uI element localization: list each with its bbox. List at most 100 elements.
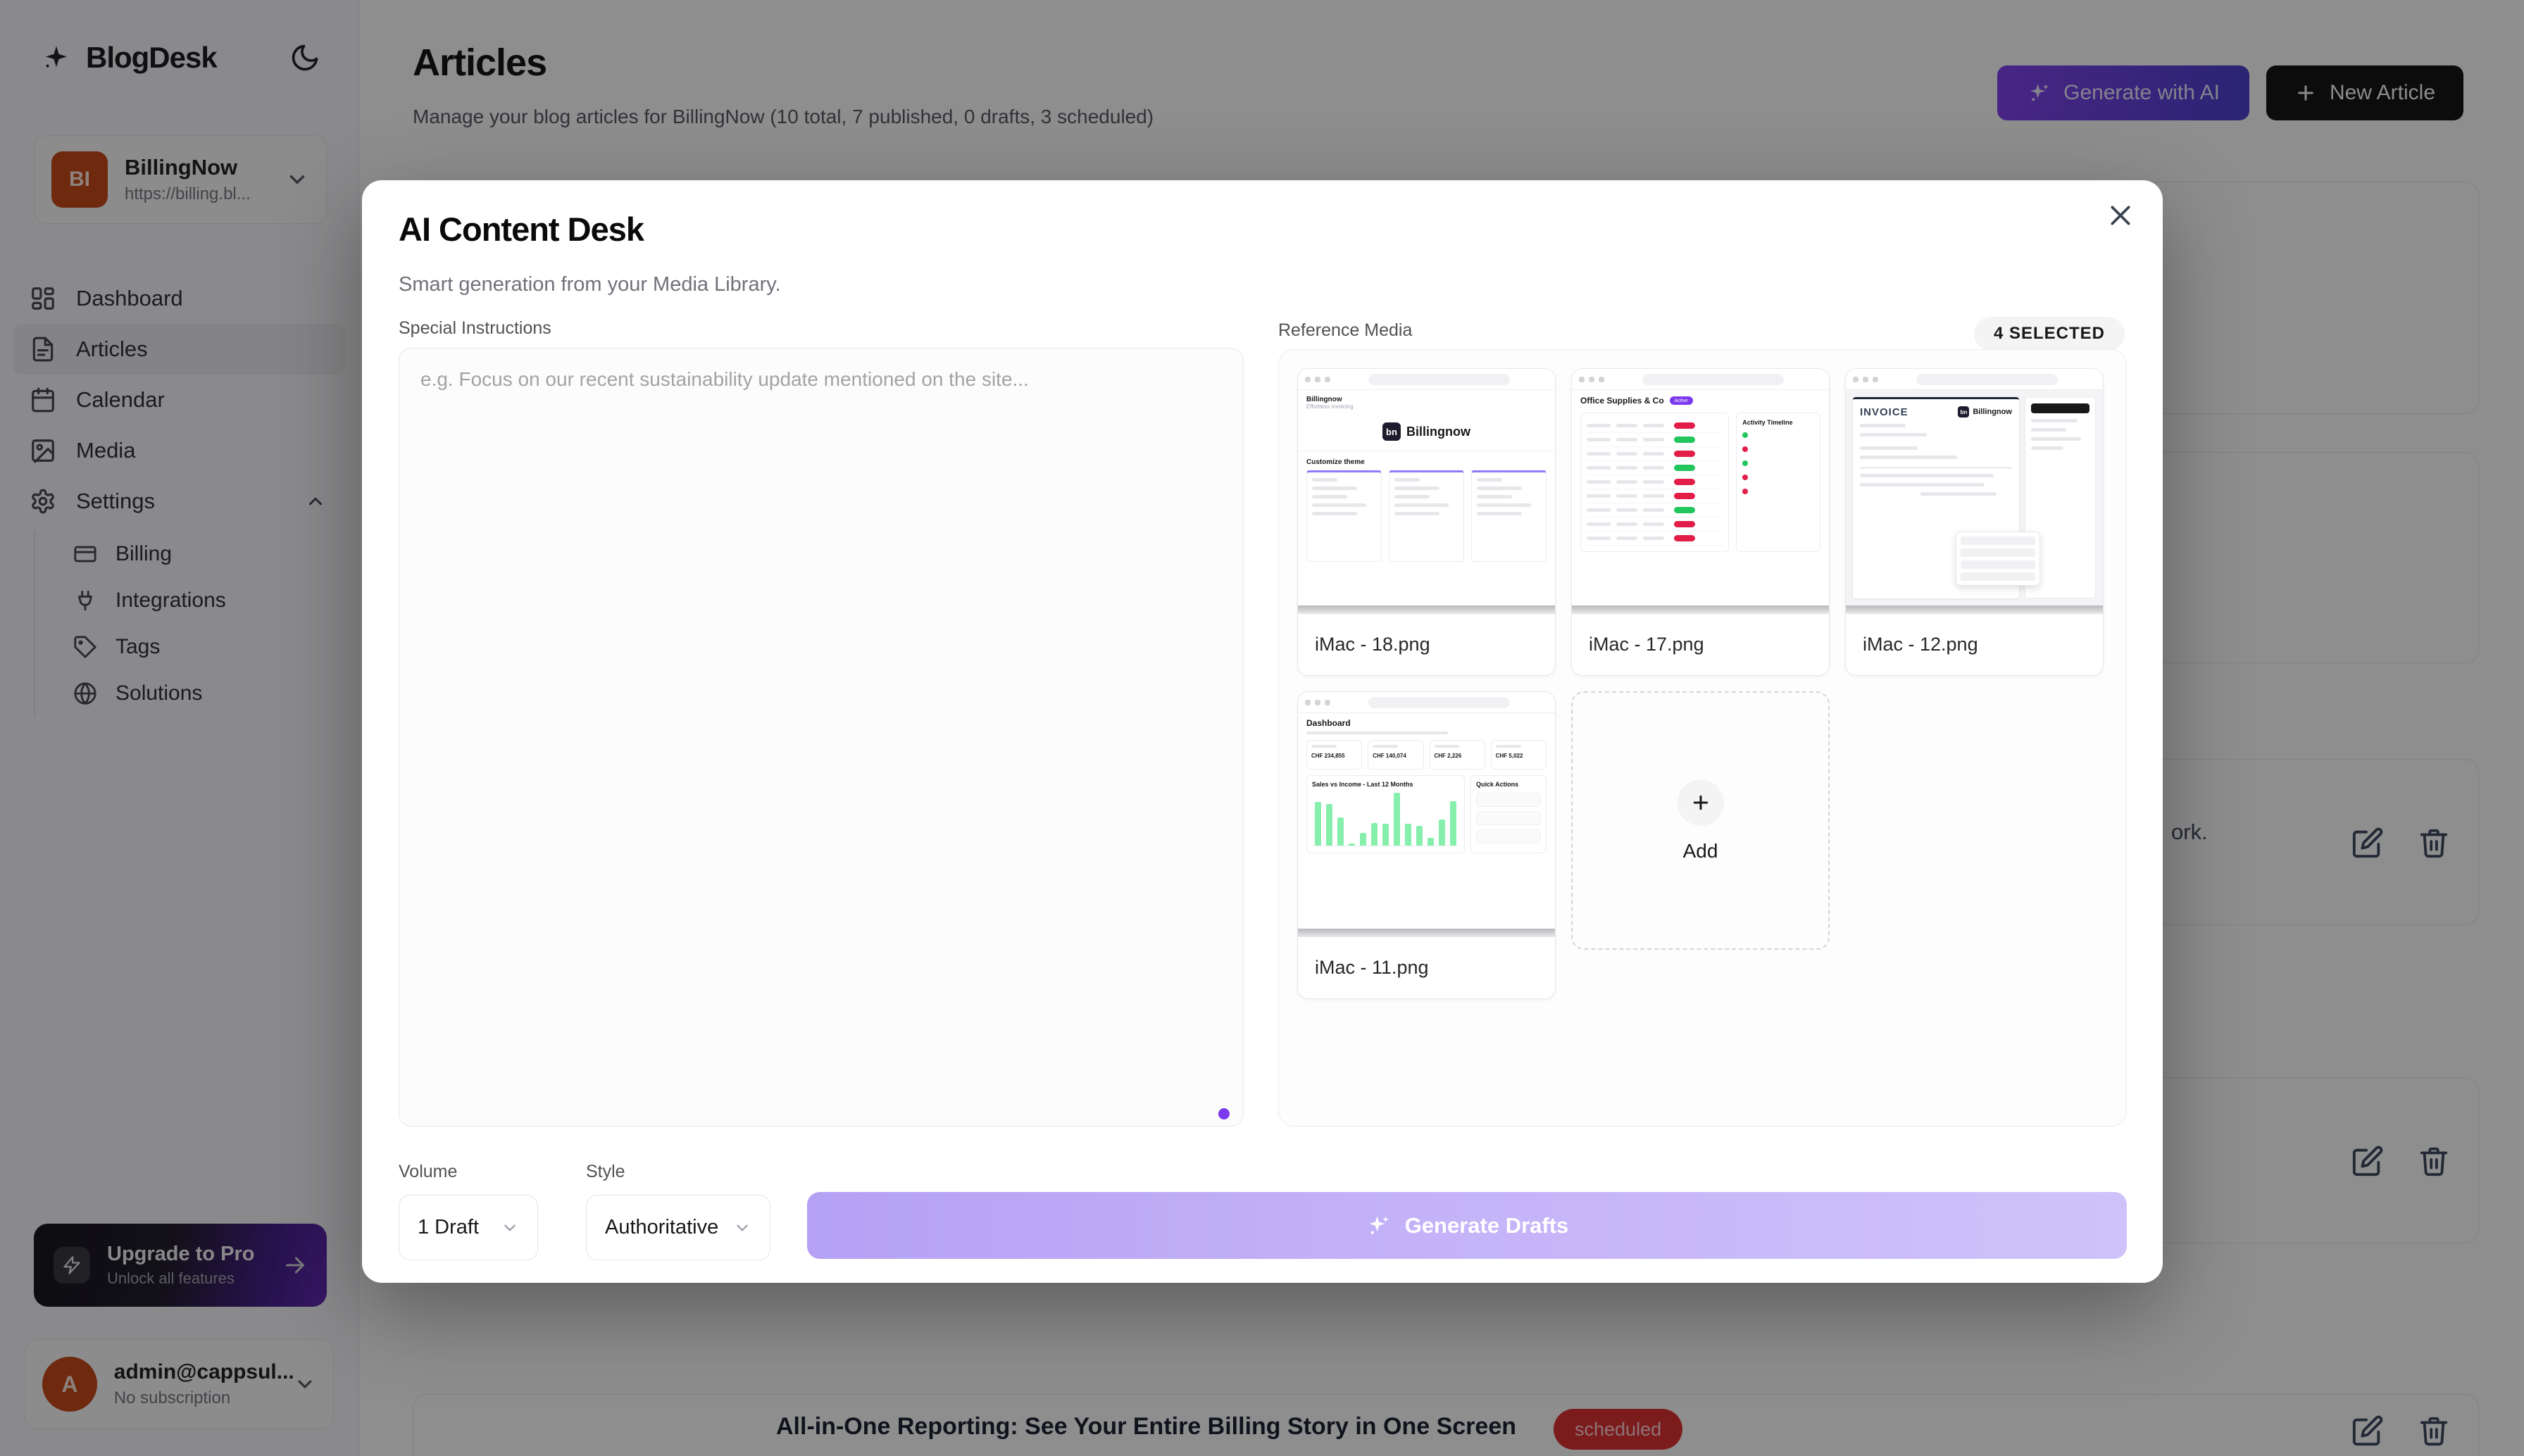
user-avatar: A <box>42 1357 97 1412</box>
generate-drafts-button[interactable]: Generate Drafts <box>807 1192 2127 1259</box>
media-grid: Billingnow Effortless invoicing bn Billin… <box>1297 368 2108 999</box>
media-item-imac-18[interactable]: Billingnow Effortless invoicing bn Billin… <box>1297 368 1556 676</box>
sidebar-item-calendar[interactable]: Calendar <box>13 375 346 425</box>
resize-handle-dot[interactable] <box>1218 1108 1230 1119</box>
article-excerpt-partial: ork. <box>2171 820 2208 844</box>
preview-dashboard-title: Dashboard <box>1306 718 1351 728</box>
header-actions: Generate with AI New Article <box>1997 65 2463 120</box>
reference-media-panel: Billingnow Effortless invoicing bn Billin… <box>1278 349 2127 1126</box>
preview-logo: bn Billingnow <box>1958 406 2012 418</box>
workspace-url: https://billing.bl... <box>125 184 251 203</box>
workspace-switcher[interactable]: BI BillingNow https://billing.bl... <box>34 135 327 224</box>
thumbnail-edge <box>1572 605 1829 614</box>
media-item-imac-17[interactable]: Office Supplies & Co Active Activity Tim… <box>1571 368 1830 676</box>
new-article-button[interactable]: New Article <box>2266 65 2463 120</box>
media-item-imac-11[interactable]: Dashboard CHF 234,855 CHF 140,074 CHF 2,… <box>1297 691 1556 999</box>
preview-invoice-templates <box>1298 470 1555 562</box>
style-label: Style <box>586 1162 625 1181</box>
dashboard-icon <box>32 287 54 310</box>
preview-chart: Sales vs Income - Last 12 Months <box>1306 775 1465 853</box>
preview-status-pill: Active <box>1669 396 1693 405</box>
volume-label: Volume <box>399 1162 458 1181</box>
sidebar-item-label: Articles <box>76 337 148 361</box>
sparkles-icon <box>1369 1216 1389 1234</box>
thumbnail-edge <box>1298 929 1555 937</box>
sparkles-icon <box>2030 84 2049 101</box>
preview-section-title: Customize theme <box>1306 458 1365 466</box>
volume-select[interactable]: 1 Draft <box>399 1195 538 1260</box>
media-item-imac-12[interactable]: INVOICE bn Billingnow <box>1845 368 2104 676</box>
close-icon[interactable] <box>2106 201 2135 230</box>
preview-invoice-paper: INVOICE bn Billingnow <box>1853 397 2040 598</box>
settings-subnav: Billing Integrations Tags Solutions <box>34 531 346 717</box>
sidebar-item-articles[interactable]: Articles <box>13 324 346 375</box>
edit-icon[interactable] <box>2351 1414 2384 1447</box>
globe-icon <box>74 682 96 705</box>
bn-logo-badge: bn <box>1958 406 1970 418</box>
tag-icon <box>74 636 96 658</box>
preview-quick-actions: Quick Actions <box>1470 775 1547 853</box>
calendar-icon <box>32 387 54 413</box>
generate-with-ai-button[interactable]: Generate with AI <box>1997 65 2249 120</box>
style-select[interactable]: Authoritative <box>586 1195 770 1260</box>
user-email: admin@cappsul... <box>113 1360 294 1383</box>
thumbnail-edge <box>1846 605 2103 614</box>
sidebar-item-tags[interactable]: Tags <box>61 624 346 670</box>
preview-invoice-table <box>1580 413 1730 552</box>
preview-activity-timeline: Activity Timeline <box>1736 413 1820 552</box>
sidebar-item-label: Calendar <box>76 387 165 412</box>
media-filename: iMac - 17.png <box>1572 614 1829 675</box>
sidebar-item-dashboard[interactable]: Dashboard <box>13 273 346 324</box>
sidebar-nav: Dashboard Articles Calendar Media Settin… <box>13 273 346 717</box>
preview-site-name: Billingnow <box>1306 396 1342 403</box>
thumbnail-preview: Dashboard CHF 234,855 CHF 140,074 CHF 2,… <box>1298 692 1555 929</box>
add-label: Add <box>1682 839 1718 862</box>
sidebar-item-label: Tags <box>115 635 161 658</box>
workspace-meta: BillingNow https://billing.bl... <box>125 155 251 204</box>
trash-icon[interactable] <box>2418 827 2450 859</box>
arrow-right-icon <box>286 1257 304 1274</box>
sidebar-item-settings[interactable]: Settings <box>13 476 346 527</box>
browser-chrome <box>1298 692 1555 713</box>
app-logo: BlogDesk <box>42 41 320 75</box>
chevron-down-icon <box>298 1380 312 1388</box>
article-row-actions <box>2351 827 2450 859</box>
sparkle-icon <box>46 46 67 68</box>
modal-title: AI Content Desk <box>399 211 644 248</box>
sidebar-item-label: Integrations <box>115 589 226 612</box>
sidebar-item-billing[interactable]: Billing <box>61 531 346 577</box>
edit-icon[interactable] <box>2351 827 2384 859</box>
sidebar-item-label: Media <box>76 438 136 463</box>
dark-mode-toggle-moon-icon[interactable] <box>289 42 320 73</box>
chevron-down-icon <box>289 175 305 184</box>
sidebar-item-label: Billing <box>115 542 173 565</box>
style-value: Authoritative <box>605 1216 719 1238</box>
article-row-actions <box>2351 1145 2450 1177</box>
upgrade-to-pro-banner[interactable]: Upgrade to Pro Unlock all features <box>34 1224 327 1307</box>
upgrade-subtitle: Unlock all features <box>107 1269 235 1287</box>
image-icon <box>32 439 54 463</box>
timeline-items <box>1742 432 1814 494</box>
credit-card-icon <box>74 546 96 563</box>
preview-customer-name: Office Supplies & Co <box>1580 396 1664 406</box>
gear-icon <box>32 489 54 514</box>
sidebar-item-label: Solutions <box>115 682 203 705</box>
plug-icon <box>78 590 92 611</box>
page-subtitle: Manage your blog articles for BillingNow… <box>413 106 1154 127</box>
thumbnail-edge <box>1298 605 1555 614</box>
trash-icon[interactable] <box>2418 1414 2450 1447</box>
user-account-menu[interactable]: A admin@cappsul... No subscription <box>25 1339 334 1429</box>
special-instructions-input[interactable] <box>399 348 1244 1126</box>
user-plan: No subscription <box>113 1388 231 1407</box>
preview-logo: bn Billingnow <box>1298 411 1555 451</box>
add-media-tile[interactable]: Add <box>1571 691 1830 950</box>
generate-with-ai-label: Generate with AI <box>2063 81 2220 104</box>
browser-chrome <box>1846 369 2103 390</box>
sidebar-item-integrations[interactable]: Integrations <box>61 577 346 624</box>
edit-icon[interactable] <box>2351 1145 2384 1177</box>
page-title: Articles <box>413 42 547 84</box>
upgrade-meta: Upgrade to Pro Unlock all features <box>107 1243 254 1288</box>
trash-icon[interactable] <box>2418 1145 2450 1177</box>
sidebar-item-solutions[interactable]: Solutions <box>61 670 346 717</box>
sidebar-item-media[interactable]: Media <box>13 425 346 476</box>
